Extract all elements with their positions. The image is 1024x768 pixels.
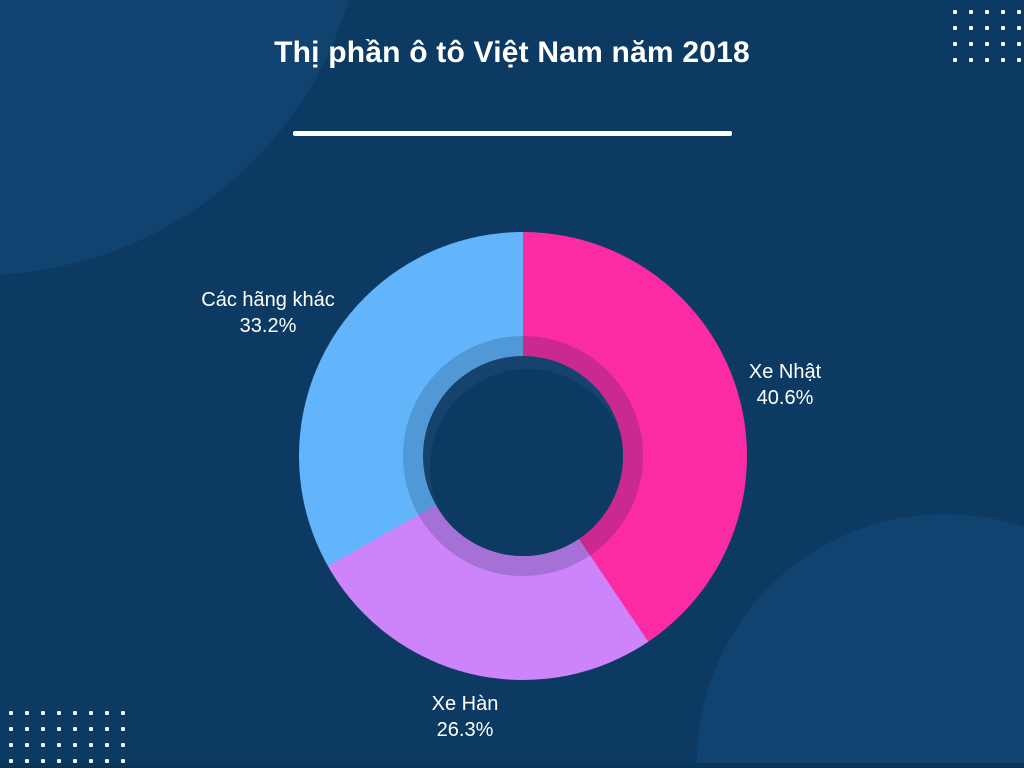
decorative-dot (105, 759, 109, 763)
decorative-dot (105, 743, 109, 747)
decorative-dot (969, 26, 973, 30)
decorative-dot (969, 42, 973, 46)
decorative-dot (1017, 58, 1021, 62)
background-circle-bottom-right (697, 514, 1024, 768)
decorative-dot (89, 759, 93, 763)
decorative-dot (953, 58, 957, 62)
decorative-dot (73, 727, 77, 731)
decorative-dot (9, 727, 13, 731)
decorative-dot (25, 727, 29, 731)
decorative-dot (73, 759, 77, 763)
bottom-edge-strip (0, 763, 1024, 768)
decorative-dot (89, 743, 93, 747)
decorative-dot (73, 743, 77, 747)
decorative-dot (121, 743, 125, 747)
decorative-dot (953, 42, 957, 46)
slice-label-value: 33.2% (239, 315, 297, 337)
decorative-dot (89, 711, 93, 715)
slice-label-value: 26.3% (436, 719, 494, 741)
decorative-dot (105, 727, 109, 731)
decorative-dot (9, 759, 13, 763)
decorative-dot (1001, 58, 1005, 62)
decorative-dot (969, 58, 973, 62)
decorative-dot (985, 10, 989, 14)
page-title: Thị phần ô tô Việt Nam năm 2018 (274, 36, 750, 69)
decorative-dot (57, 711, 61, 715)
decorative-dot (1017, 42, 1021, 46)
decorative-dot (41, 759, 45, 763)
decorative-dot (57, 743, 61, 747)
decorative-dot-grid-top-right (953, 10, 1021, 62)
decorative-dot (969, 10, 973, 14)
decorative-dot (41, 711, 45, 715)
slice-label-name: Xe Hàn (431, 693, 499, 715)
decorative-dot (25, 711, 29, 715)
decorative-dot (121, 727, 125, 731)
decorative-dot (57, 759, 61, 763)
decorative-dot (41, 727, 45, 731)
decorative-dot (953, 10, 957, 14)
decorative-dot (121, 711, 125, 715)
decorative-dot (41, 743, 45, 747)
decorative-dot (1017, 26, 1021, 30)
decorative-dot (9, 743, 13, 747)
donut-hole-inner-shadow (430, 369, 623, 556)
decorative-dot (25, 759, 29, 763)
decorative-dot (1017, 10, 1021, 14)
slice-label-value: 40.6% (756, 387, 814, 409)
decorative-dot (105, 711, 109, 715)
slice-label-cac-hang-khac: Các hãng khác 33.2% (158, 287, 378, 339)
decorative-dot (57, 727, 61, 731)
slice-label-name: Xe Nhật (748, 361, 822, 383)
donut-hole (423, 356, 623, 556)
decorative-dot-grid-bottom-left (9, 711, 125, 763)
decorative-dot (953, 26, 957, 30)
slice-label-xe-nhat: Xe Nhật 40.6% (675, 359, 895, 411)
decorative-dot (89, 727, 93, 731)
slice-label-xe-han: Xe Hàn 26.3% (355, 691, 575, 743)
decorative-dot (25, 743, 29, 747)
decorative-dot (121, 759, 125, 763)
decorative-dot (1001, 42, 1005, 46)
slice-label-name: Các hãng khác (201, 289, 335, 311)
decorative-dot (9, 711, 13, 715)
decorative-dot (985, 42, 989, 46)
decorative-dot (1001, 10, 1005, 14)
decorative-dot (1001, 26, 1005, 30)
decorative-dot (73, 711, 77, 715)
decorative-dot (985, 26, 989, 30)
title-underline (293, 131, 732, 136)
decorative-dot (985, 58, 989, 62)
